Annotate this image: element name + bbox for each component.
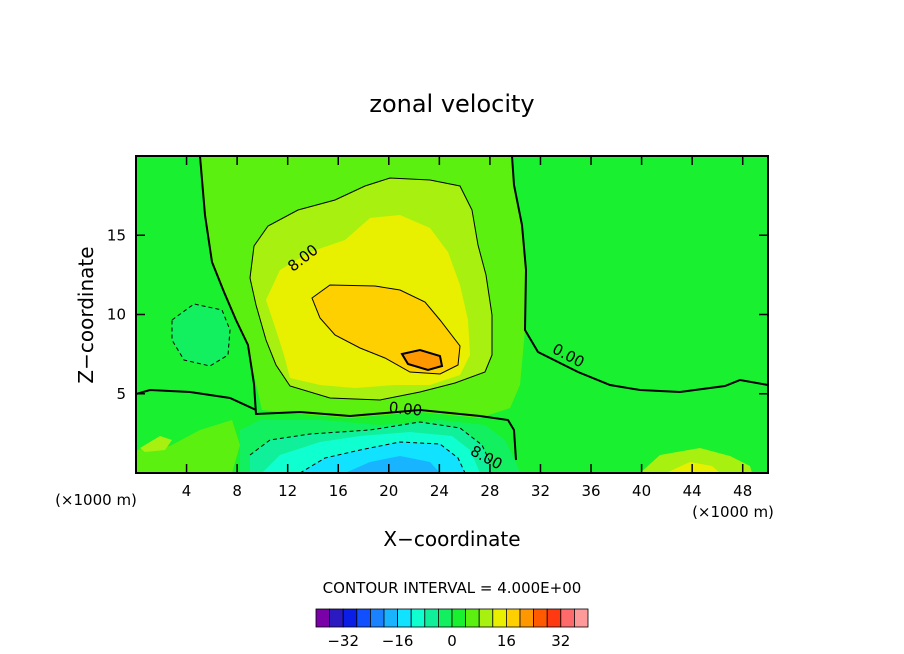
surface-left-patch <box>140 436 172 452</box>
colorbar-tick-label: −32 <box>327 632 359 650</box>
contour-interval-text: CONTOUR INTERVAL = 4.000E+00 <box>323 579 582 597</box>
surface-low-contour <box>249 421 491 463</box>
colorbar-swatch <box>424 608 439 628</box>
contour-lines <box>136 156 768 473</box>
colorbar-tick-label: 0 <box>447 632 457 650</box>
y-axis-label: Z−coordinate <box>74 246 98 383</box>
colorbar-swatch <box>437 608 453 628</box>
y-tick-label: 5 <box>116 385 126 403</box>
x-tick-label: 44 <box>683 482 702 500</box>
twenty-contour <box>400 348 444 372</box>
colorbar-swatch <box>356 608 371 628</box>
eight-contour <box>249 177 493 401</box>
surface-right-core <box>666 462 720 473</box>
colorbar-swatch <box>519 608 535 628</box>
surface-right-outer <box>640 448 752 473</box>
x-tick-label: 4 <box>182 482 192 500</box>
colorbar-swatch <box>329 608 344 628</box>
surface-low-peak-region <box>345 456 440 473</box>
x-tick-label: 8 <box>232 482 242 500</box>
x-axis-label: X−coordinate <box>383 527 520 551</box>
colorbar-swatch <box>383 608 399 628</box>
colorbar-tick-label: −16 <box>382 632 414 650</box>
zero-contour-upper <box>199 156 517 461</box>
colorbar-swatch <box>342 608 358 628</box>
x-unit-right: (×1000 m) <box>692 503 774 521</box>
x-tick-label: 40 <box>632 482 651 500</box>
contour-field <box>136 156 768 473</box>
sixteen-contour <box>311 284 461 375</box>
colorbar-tick-label: 32 <box>551 632 570 650</box>
colorbar-swatch <box>451 608 467 628</box>
colorbar: −32 −16 0 16 32 <box>315 608 589 650</box>
zero-contour-surface <box>136 388 257 411</box>
left-low-contour <box>171 303 231 367</box>
x-axis: 4 8 12 16 20 24 28 32 36 40 44 48 <box>182 156 752 500</box>
colorbar-swatch <box>369 608 385 628</box>
x-tick-label: 48 <box>733 482 752 500</box>
colorbar-swatch <box>492 608 507 628</box>
x-tick-label: 12 <box>278 482 297 500</box>
colorbar-swatch <box>574 608 589 628</box>
x-tick-label: 24 <box>430 482 449 500</box>
contour-label: 0.00 <box>388 398 423 419</box>
y-tick-label: 10 <box>107 306 126 324</box>
y-tick-label: 15 <box>107 226 126 244</box>
surface-low-inner <box>299 441 466 473</box>
x-tick-label: 36 <box>581 482 600 500</box>
left-low-region <box>172 304 230 366</box>
colorbar-swatch <box>397 608 412 628</box>
colorbar-swatch <box>315 608 331 628</box>
x-tick-label: 32 <box>531 482 550 500</box>
colorbar-swatch <box>533 608 548 628</box>
colorbar-swatch <box>505 608 521 628</box>
colorbar-swatch <box>478 608 494 628</box>
chart-title: zonal velocity <box>369 90 534 118</box>
x-unit-left: (×1000 m) <box>55 491 137 509</box>
colorbar-swatch <box>410 608 426 628</box>
zero-contour-right <box>511 156 768 394</box>
x-tick-label: 16 <box>329 482 348 500</box>
y-axis: 5 10 15 <box>107 226 768 403</box>
surface-left-outer <box>136 420 240 473</box>
x-tick-label: 28 <box>480 482 499 500</box>
colorbar-swatch <box>546 608 562 628</box>
colorbar-swatch <box>560 608 575 628</box>
colorbar-swatch <box>465 608 480 628</box>
x-tick-label: 20 <box>379 482 398 500</box>
colorbar-tick-label: 16 <box>497 632 516 650</box>
